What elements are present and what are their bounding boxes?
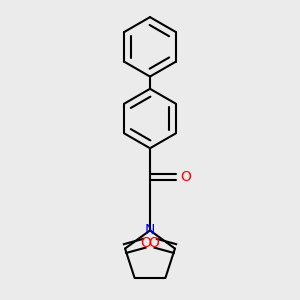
Text: O: O: [141, 236, 152, 250]
Text: N: N: [145, 224, 155, 237]
Text: O: O: [148, 236, 159, 250]
Text: O: O: [180, 170, 191, 184]
